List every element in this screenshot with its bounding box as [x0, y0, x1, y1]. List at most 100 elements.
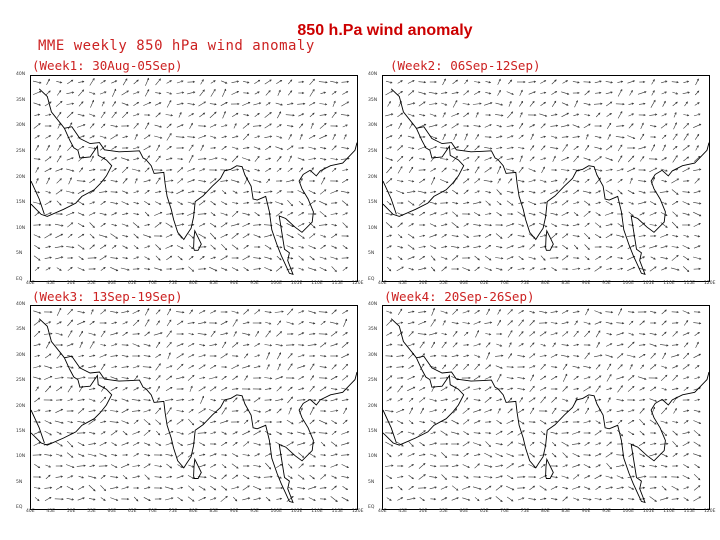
- lon-tick-label: 40E: [26, 281, 35, 286]
- figure-title: MME weekly 850 hPa wind anomaly: [38, 38, 315, 54]
- lon-tick-label: 115E: [331, 509, 344, 514]
- lat-tick-label: 40N: [16, 302, 26, 307]
- lon-tick-label: 90E: [229, 281, 239, 286]
- lon-tick-label: 40E: [378, 281, 387, 286]
- lon-tick-label: 95E: [250, 281, 259, 286]
- panel-label-week2: (Week2: 06Sep-12Sep): [390, 58, 541, 73]
- slide-title: 850 h.Pa wind anomaly: [297, 22, 473, 39]
- lat-tick-label: EQ: [368, 277, 375, 282]
- map-panel-week3: [30, 305, 358, 510]
- lat-tick-label: 40N: [16, 72, 26, 77]
- lat-tick-label: EQ: [16, 505, 23, 510]
- lat-tick-label: 25N: [368, 148, 378, 154]
- lon-tick-label: 80E: [189, 509, 198, 514]
- map-panel-week4: [382, 305, 710, 510]
- lat-tick-label: 35N: [368, 97, 378, 103]
- lat-tick-label: 10N: [16, 454, 26, 460]
- lon-tick-label: 85E: [561, 281, 570, 286]
- lon-tick-label: 110E: [311, 281, 323, 286]
- coastline: [31, 409, 45, 444]
- coastline: [390, 88, 417, 129]
- lon-tick-label: 70E: [148, 281, 157, 286]
- wind-vectors: [32, 77, 350, 273]
- coastline: [38, 318, 65, 359]
- lon-tick-label: 100E: [270, 281, 282, 286]
- lon-tick-label: 65E: [127, 281, 137, 286]
- lon-tick-label: 50E: [66, 509, 76, 514]
- lat-tick-label: 25N: [16, 378, 26, 384]
- lon-tick-label: 45E: [398, 281, 407, 286]
- lon-tick-label: 85E: [209, 509, 218, 514]
- lon-tick-label: 85E: [561, 509, 570, 514]
- lon-tick-label: 60E: [459, 509, 469, 514]
- lon-tick-label: 85E: [209, 281, 218, 286]
- wind-vectors: [384, 307, 702, 502]
- lat-tick-label: 30N: [16, 123, 26, 129]
- lat-tick-label: 40N: [368, 302, 378, 307]
- lon-tick-label: 95E: [602, 509, 611, 514]
- lat-tick-label: 10N: [16, 225, 26, 231]
- lon-tick-label: 110E: [311, 509, 323, 514]
- lat-tick-label: 15N: [368, 428, 378, 434]
- coastline: [31, 180, 45, 215]
- lon-tick-label: 55E: [439, 509, 448, 514]
- lon-tick-label: 110E: [663, 281, 675, 286]
- lon-tick-label: 90E: [229, 509, 239, 514]
- lon-tick-label: 115E: [683, 281, 696, 286]
- lon-tick-label: 45E: [398, 509, 407, 514]
- coastline: [545, 457, 554, 479]
- coastline: [38, 88, 65, 129]
- wind-vectors: [385, 78, 702, 273]
- lat-tick-label: 30N: [368, 352, 378, 358]
- lon-tick-label: 50E: [418, 509, 428, 514]
- coastline: [193, 229, 202, 251]
- lon-tick-label: 55E: [87, 509, 96, 514]
- coastline: [545, 229, 554, 251]
- lon-tick-label: 75E: [168, 281, 178, 286]
- lat-tick-label: 15N: [16, 200, 26, 206]
- lat-tick-label: 35N: [16, 327, 26, 333]
- lat-tick-label: 35N: [368, 327, 378, 333]
- lon-tick-label: 55E: [87, 281, 96, 286]
- coastline: [383, 126, 499, 217]
- lon-tick-label: 75E: [520, 281, 530, 286]
- lat-tick-label: 20N: [368, 403, 378, 409]
- lon-tick-label: 90E: [581, 281, 591, 286]
- lon-tick-label: 75E: [520, 509, 530, 514]
- lat-tick-label: 5N: [368, 479, 375, 485]
- panel-label-week3: (Week3: 13Sep-19Sep): [32, 289, 183, 304]
- lon-tick-label: 115E: [683, 509, 696, 514]
- lon-tick-label: 120E: [352, 281, 364, 286]
- panel-label-week4: (Week4: 20Sep-26Sep): [384, 289, 535, 304]
- lat-tick-label: 5N: [16, 479, 23, 485]
- lon-tick-label: 100E: [622, 281, 634, 286]
- lon-tick-label: 65E: [479, 281, 489, 286]
- lat-tick-label: 20N: [368, 174, 378, 180]
- lon-tick-label: 90E: [581, 509, 591, 514]
- lon-tick-label: 65E: [479, 509, 489, 514]
- lon-tick-label: 65E: [127, 509, 137, 514]
- lon-tick-label: 75E: [168, 509, 178, 514]
- lat-tick-label: 25N: [16, 148, 26, 154]
- lon-tick-label: 45E: [46, 509, 55, 514]
- coastline: [497, 142, 709, 275]
- coastline: [383, 409, 397, 444]
- lon-tick-label: 120E: [704, 281, 716, 286]
- lat-tick-label: 10N: [368, 225, 378, 231]
- lon-tick-label: 95E: [250, 509, 259, 514]
- lon-tick-label: 55E: [439, 281, 448, 286]
- lon-tick-label: 70E: [500, 281, 509, 286]
- map-panel-week1: [30, 75, 358, 282]
- coastline: [145, 371, 357, 504]
- lon-tick-label: 45E: [46, 281, 55, 286]
- lon-tick-label: 105E: [642, 509, 655, 514]
- lon-tick-label: 100E: [270, 509, 282, 514]
- coastline: [390, 318, 417, 359]
- lat-tick-label: EQ: [368, 505, 375, 510]
- lon-tick-label: 100E: [622, 509, 634, 514]
- wind-vectors: [32, 307, 350, 502]
- lon-tick-label: 70E: [148, 509, 157, 514]
- lon-tick-label: 40E: [378, 509, 387, 514]
- lon-tick-label: 105E: [290, 509, 303, 514]
- coastline: [497, 371, 709, 504]
